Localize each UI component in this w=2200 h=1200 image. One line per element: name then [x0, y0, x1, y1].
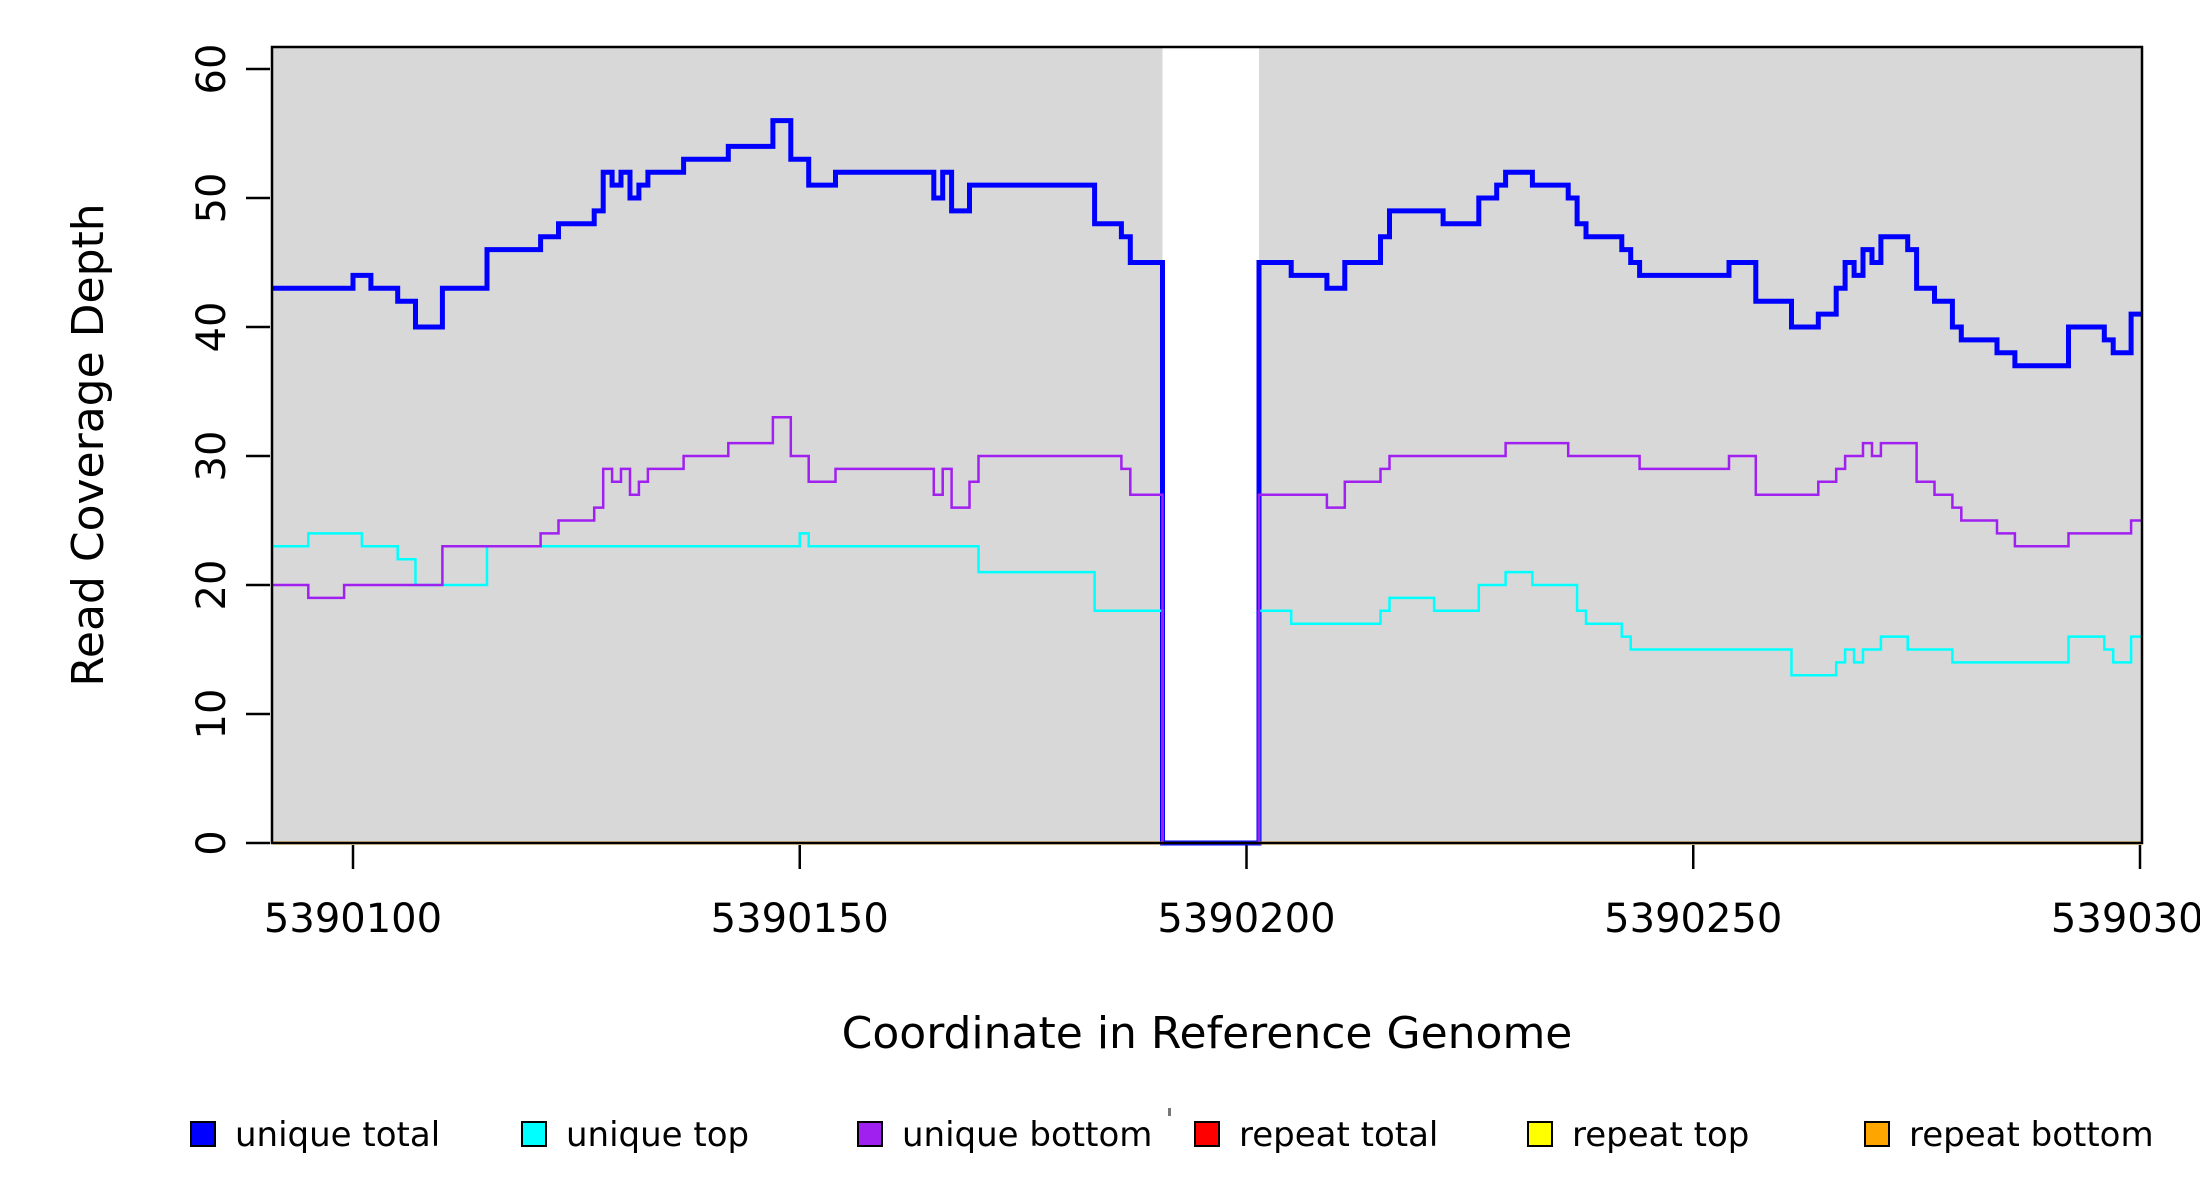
y-tick-label: 60: [189, 44, 235, 95]
series-line-unique-top: [272, 532, 2143, 845]
series-line-unique-total: [272, 118, 2143, 846]
legend-swatch-unique-total: [190, 1121, 216, 1147]
legend-label: unique bottom: [902, 1115, 1152, 1155]
legend-swatch-repeat-bottom: [1864, 1121, 1890, 1147]
legend-swatch-unique-top: [521, 1121, 547, 1147]
series-line-unique-bottom: [272, 416, 2143, 845]
stray-mark: [1168, 1108, 1171, 1116]
legend-label: unique total: [235, 1115, 440, 1155]
legend-label: unique top: [566, 1115, 749, 1155]
y-tick-label: 50: [189, 173, 235, 224]
legend-swatch-unique-bottom: [857, 1121, 883, 1147]
y-tick-label: 10: [189, 689, 235, 740]
x-tick-label: 5390250: [1604, 896, 1782, 942]
legend-label: repeat bottom: [1909, 1115, 2154, 1155]
plot-border: [270, 45, 2144, 845]
x-tick-label: 5390100: [264, 896, 442, 942]
y-tick-label: 20: [189, 560, 235, 611]
y-tick-label: 30: [189, 431, 235, 482]
y-tick-label: 0: [189, 830, 235, 855]
y-axis-title: Read Coverage Depth: [63, 203, 114, 686]
x-axis-title: Coordinate in Reference Genome: [842, 1008, 1573, 1059]
legend-label: repeat total: [1239, 1115, 1438, 1155]
legend-label: repeat top: [1572, 1115, 1749, 1155]
legend-swatch-repeat-total: [1194, 1121, 1220, 1147]
plot-region-2: [1259, 47, 2142, 843]
y-tick-label: 40: [189, 302, 235, 353]
x-tick-label: 5390200: [1157, 896, 1335, 942]
plot-region-1: [272, 47, 1163, 843]
x-tick-label: 5390150: [711, 896, 889, 942]
legend-swatch-repeat-top: [1527, 1121, 1553, 1147]
